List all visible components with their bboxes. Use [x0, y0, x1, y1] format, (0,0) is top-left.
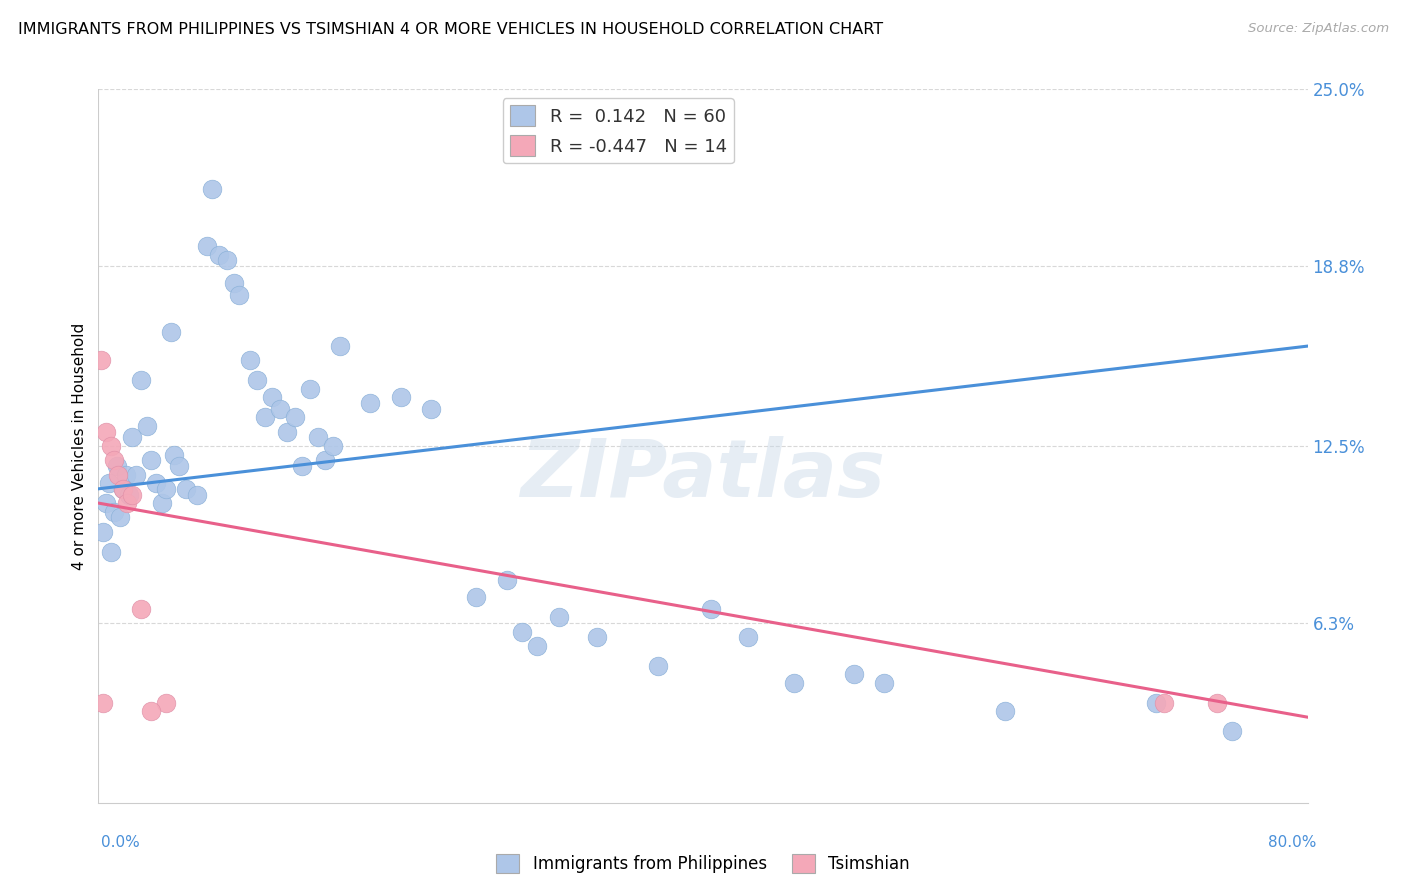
Point — [135, 419, 157, 434]
Legend: Immigrants from Philippines, Tsimshian: Immigrants from Philippines, Tsimshian — [489, 847, 917, 880]
Point — [108, 510, 131, 524]
Point — [215, 253, 238, 268]
Point — [129, 373, 152, 387]
Text: IMMIGRANTS FROM PHILIPPINES VS TSIMSHIAN 4 OR MORE VEHICLES IN HOUSEHOLD CORRELA: IMMIGRANTS FROM PHILIPPINES VS TSIMSHIAN… — [18, 22, 883, 37]
Point — [844, 667, 866, 681]
Point — [276, 425, 298, 439]
Point — [163, 448, 186, 462]
Point — [160, 325, 183, 339]
Point — [1220, 724, 1243, 739]
Text: ZIPatlas: ZIPatlas — [520, 435, 886, 514]
Point — [737, 630, 759, 644]
Point — [118, 487, 141, 501]
Point — [121, 487, 143, 501]
Point — [253, 410, 276, 425]
Point — [208, 248, 231, 262]
Point — [994, 705, 1017, 719]
Point — [155, 696, 177, 710]
Point — [129, 601, 152, 615]
Point — [360, 396, 382, 410]
Point — [174, 482, 197, 496]
Point — [195, 239, 218, 253]
Point — [269, 401, 291, 416]
Point — [94, 496, 117, 510]
Point — [111, 482, 134, 496]
Y-axis label: 4 or more Vehicles in Household: 4 or more Vehicles in Household — [72, 322, 87, 570]
Point — [224, 277, 246, 291]
Point — [103, 453, 125, 467]
Point — [155, 482, 177, 496]
Point — [246, 373, 269, 387]
Point — [307, 430, 329, 444]
Point — [150, 496, 173, 510]
Point — [284, 410, 307, 425]
Point — [495, 573, 517, 587]
Point — [647, 658, 669, 673]
Point — [1153, 696, 1175, 710]
Text: 0.0%: 0.0% — [101, 836, 141, 850]
Point — [420, 401, 443, 416]
Point — [299, 382, 322, 396]
Point — [239, 353, 262, 368]
Point — [548, 610, 571, 624]
Point — [107, 467, 129, 482]
Point — [465, 591, 488, 605]
Point — [115, 496, 138, 510]
Point — [1206, 696, 1229, 710]
Point — [91, 524, 114, 539]
Point — [111, 482, 134, 496]
Point — [100, 544, 122, 558]
Point — [100, 439, 122, 453]
Point — [262, 391, 284, 405]
Point — [228, 287, 250, 301]
Point — [586, 630, 609, 644]
Point — [510, 624, 533, 639]
Point — [91, 696, 114, 710]
Point — [145, 476, 167, 491]
Text: Source: ZipAtlas.com: Source: ZipAtlas.com — [1249, 22, 1389, 36]
Point — [141, 453, 163, 467]
Point — [201, 182, 224, 196]
Point — [314, 453, 336, 467]
Point — [186, 487, 208, 501]
Point — [94, 425, 117, 439]
Point — [389, 391, 412, 405]
Text: 80.0%: 80.0% — [1268, 836, 1316, 850]
Point — [329, 339, 352, 353]
Point — [103, 505, 125, 519]
Point — [125, 467, 148, 482]
Point — [121, 430, 143, 444]
Point — [526, 639, 548, 653]
Point — [873, 676, 896, 690]
Point — [699, 601, 721, 615]
Point — [114, 467, 136, 482]
Point — [1144, 696, 1167, 710]
Point — [782, 676, 804, 690]
Point — [291, 458, 314, 473]
Point — [167, 458, 190, 473]
Point — [322, 439, 344, 453]
Point — [98, 476, 121, 491]
Point — [105, 458, 128, 473]
Point — [90, 353, 112, 368]
Point — [141, 705, 163, 719]
